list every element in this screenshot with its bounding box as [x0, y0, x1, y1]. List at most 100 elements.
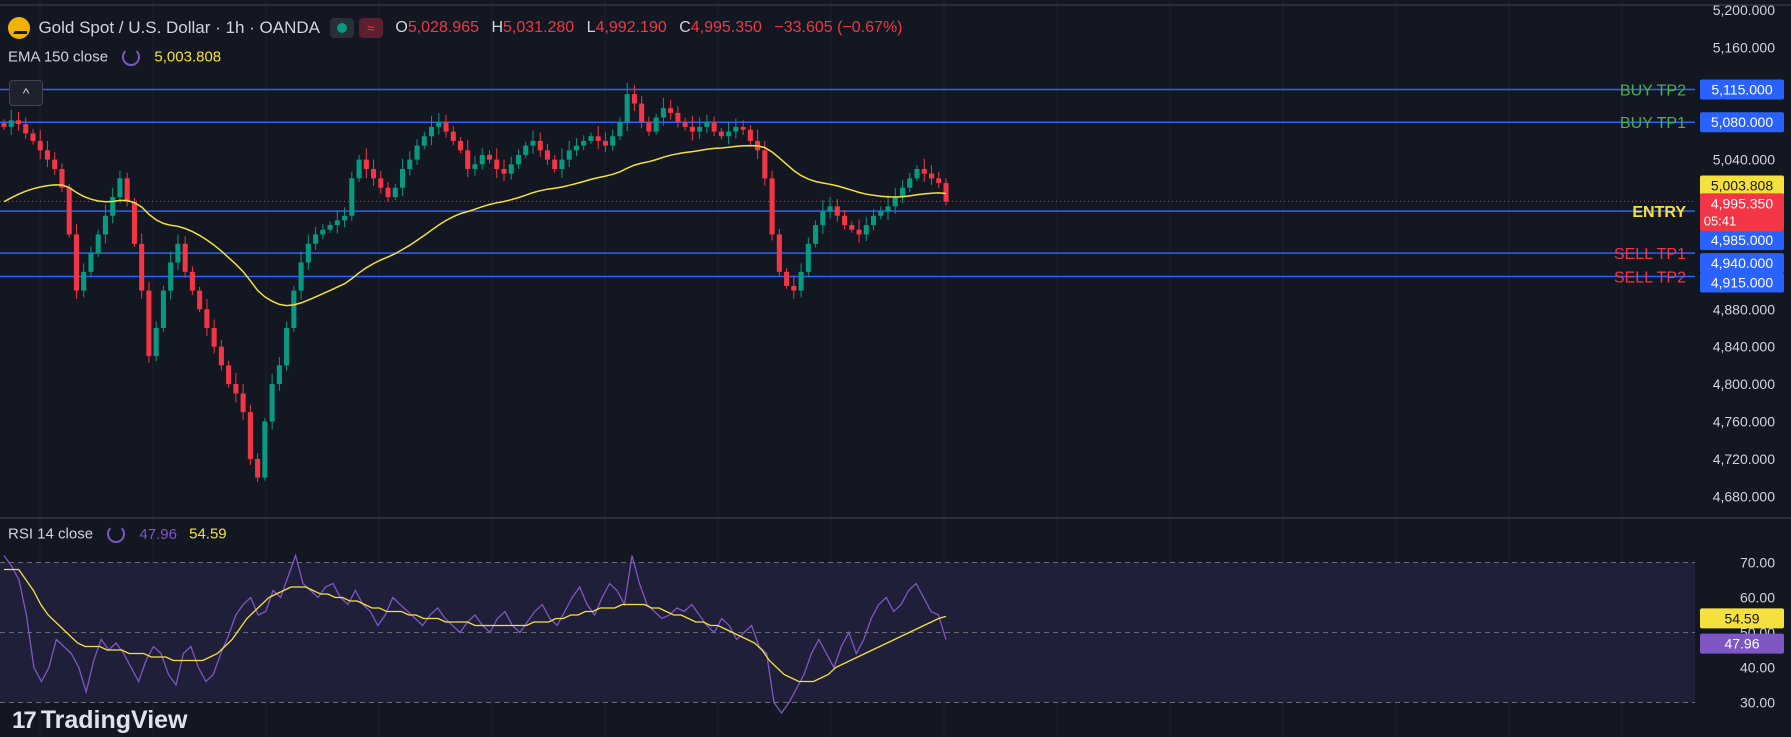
- candle: [407, 159, 413, 169]
- price-tick-label: 4,720.000: [1713, 451, 1775, 467]
- candle: [52, 159, 58, 169]
- close-value: 4,995.350: [690, 19, 762, 36]
- candle: [928, 173, 935, 179]
- candle: [740, 126, 746, 130]
- candle: [697, 126, 703, 132]
- candle: [218, 346, 224, 366]
- candle: [726, 131, 732, 137]
- level-label: BUY TP2: [1620, 82, 1686, 99]
- candle: [871, 215, 877, 226]
- refresh-icon[interactable]: [107, 525, 126, 544]
- candle: [747, 129, 753, 141]
- candle: [262, 421, 268, 478]
- ema-line: [3, 144, 947, 307]
- candle: [472, 164, 478, 169]
- candle: [269, 384, 275, 422]
- candle: [371, 168, 377, 179]
- data-wave-icon[interactable]: ≈: [358, 18, 383, 38]
- candle: [624, 94, 630, 123]
- candle: [160, 290, 166, 328]
- candle: [660, 108, 666, 118]
- candle: [88, 253, 94, 272]
- candle: [573, 145, 579, 151]
- high-label: H: [491, 19, 504, 36]
- level-price-badge: 4,940.000: [1711, 255, 1773, 271]
- candle: [523, 145, 529, 155]
- ema-legend[interactable]: EMA 150 close 5,003.808: [8, 48, 221, 67]
- candle: [682, 122, 688, 127]
- level-price-badge-bg: [1700, 230, 1784, 251]
- level-price-badge: 4,915.000: [1711, 275, 1773, 291]
- candle: [610, 136, 616, 146]
- candle: [211, 327, 217, 347]
- market-status-icon[interactable]: [330, 18, 355, 38]
- candle: [428, 126, 435, 137]
- candle: [675, 112, 681, 123]
- rsi-value-badge-bg: [1700, 633, 1784, 654]
- candle: [501, 168, 507, 174]
- rsi-value: 47.96: [139, 525, 177, 543]
- candle: [639, 103, 645, 123]
- candle: [443, 122, 449, 132]
- candle: [733, 126, 739, 132]
- candle: [776, 234, 782, 272]
- candle: [537, 140, 543, 151]
- price-axis[interactable]: 4,680.000 4,720.000 4,760.000 4,800.000 4,84…: [1700, 2, 1784, 711]
- candle: [530, 140, 536, 146]
- candle: [226, 365, 232, 385]
- candle: [921, 168, 927, 174]
- level-price-badge: 5,080.000: [1711, 114, 1773, 130]
- candle: [131, 201, 137, 244]
- candle: [595, 136, 601, 141]
- collapse-legend-button[interactable]: ^: [9, 80, 43, 106]
- open-value: 5,028.965: [407, 19, 479, 36]
- high-value: 5,031.280: [503, 19, 575, 36]
- rsi-legend[interactable]: RSI 14 close 47.96 54.59: [8, 525, 227, 544]
- price-tick-label: 5,040.000: [1713, 152, 1775, 168]
- last-price-badge-bg: [1700, 193, 1784, 232]
- candle: [197, 290, 203, 310]
- candle: [73, 234, 79, 291]
- candle: [588, 136, 594, 141]
- candle: [813, 225, 819, 244]
- candle: [298, 262, 304, 291]
- candle: [834, 206, 840, 216]
- candle: [544, 150, 550, 160]
- candle: [943, 183, 949, 202]
- candle: [182, 243, 188, 272]
- price-tick-label: 4,880.000: [1713, 301, 1775, 317]
- candle: [653, 117, 659, 132]
- candle: [762, 150, 768, 179]
- candle: [899, 187, 906, 198]
- candle: [863, 225, 869, 235]
- candle: [363, 159, 369, 169]
- candle: [305, 243, 311, 263]
- candle: [400, 168, 406, 188]
- candle: [327, 225, 333, 230]
- candle: [175, 243, 181, 263]
- low-value: 4,992.190: [595, 19, 667, 36]
- candle: [798, 271, 804, 291]
- level-label: SELL TP1: [1614, 246, 1686, 263]
- candle: [334, 220, 340, 226]
- ema-price-badge-bg: [1700, 175, 1784, 196]
- candle: [631, 94, 637, 104]
- candle: [8, 120, 14, 127]
- candle: [515, 154, 522, 165]
- rsi-ma-line: [4, 568, 947, 683]
- candle: [414, 145, 420, 160]
- candle: [559, 159, 565, 169]
- candle: [313, 234, 319, 244]
- candle: [110, 197, 116, 216]
- tradingview-logo[interactable]: 17 TradingView: [12, 706, 188, 735]
- candle: [552, 159, 558, 169]
- candle: [718, 131, 724, 137]
- candle: [23, 124, 29, 134]
- candle: [602, 140, 608, 146]
- candle: [291, 290, 297, 328]
- candle: [66, 187, 72, 235]
- symbol-title[interactable]: Gold Spot / U.S. Dollar · 1h · OANDA: [38, 18, 320, 37]
- gold-bars-icon: [8, 17, 30, 39]
- refresh-icon[interactable]: [122, 48, 141, 67]
